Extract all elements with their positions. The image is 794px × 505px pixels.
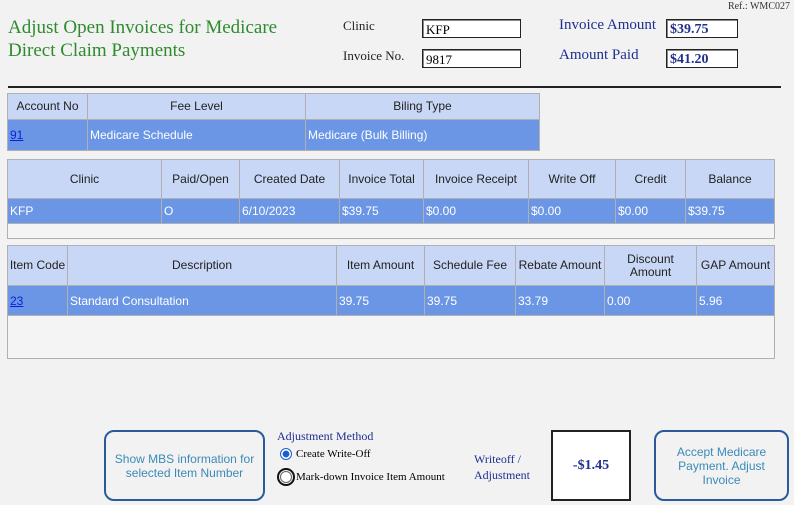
create-writeoff-label: Create Write-Off bbox=[296, 448, 371, 460]
cell-balance: $39.75 bbox=[686, 199, 774, 223]
item-table: Item Code Description Item Amount Schedu… bbox=[7, 245, 775, 316]
col-balance: Balance bbox=[686, 160, 774, 198]
markdown-label: Mark-down Invoice Item Amount bbox=[296, 471, 445, 483]
writeoff-adjustment-label: Writeoff / Adjustment bbox=[474, 452, 530, 482]
cell-rebate-amount: 33.79 bbox=[516, 286, 604, 315]
cell-clinic: KFP bbox=[8, 199, 161, 223]
col-discount-amount: Discount Amount bbox=[605, 246, 696, 285]
col-schedule-fee: Schedule Fee bbox=[425, 246, 515, 285]
invoice-table: Clinic Paid/Open Created Date Invoice To… bbox=[7, 159, 775, 224]
amount-paid-field[interactable]: $41.20 bbox=[666, 49, 738, 68]
fee-level-cell: Medicare Schedule bbox=[88, 120, 305, 150]
clinic-label: Clinic bbox=[343, 18, 375, 33]
item-code-link[interactable]: 23 bbox=[10, 293, 24, 308]
invoice-amount-field[interactable]: $39.75 bbox=[666, 19, 738, 38]
cell-item-amount: 39.75 bbox=[337, 286, 424, 315]
create-writeoff-option[interactable]: Create Write-Off bbox=[280, 448, 371, 460]
cell-write-off: $0.00 bbox=[529, 199, 615, 223]
col-account-no: Account No bbox=[8, 94, 87, 119]
col-clinic: Clinic bbox=[8, 160, 161, 198]
markdown-option[interactable]: Mark-down Invoice Item Amount bbox=[277, 468, 445, 486]
table-row[interactable]: KFP O 6/10/2023 $39.75 $0.00 $0.00 $0.00… bbox=[8, 199, 774, 223]
col-rebate-amount: Rebate Amount bbox=[516, 246, 604, 285]
amount-paid-label: Amount Paid bbox=[559, 47, 639, 63]
col-billing-type: Biling Type bbox=[306, 94, 539, 119]
account-table: Account No Fee Level Biling Type 91 Medi… bbox=[7, 93, 540, 151]
col-write-off: Write Off bbox=[529, 160, 615, 198]
cell-invoice-receipt: $0.00 bbox=[424, 199, 528, 223]
divider bbox=[8, 86, 781, 88]
col-invoice-receipt: Invoice Receipt bbox=[424, 160, 528, 198]
cell-invoice-total: $39.75 bbox=[340, 199, 423, 223]
cell-created-date: 6/10/2023 bbox=[240, 199, 339, 223]
reference-code: Ref.: WMC027 bbox=[727, 1, 790, 12]
invoice-no-field[interactable]: 9817 bbox=[422, 49, 521, 68]
col-paid-open: Paid/Open bbox=[162, 160, 239, 198]
clinic-field[interactable]: KFP bbox=[422, 19, 521, 38]
cell-gap-amount: 5.96 bbox=[697, 286, 774, 315]
cell-paid-open: O bbox=[162, 199, 239, 223]
cell-item-code: 23 bbox=[8, 286, 67, 315]
cell-schedule-fee: 39.75 bbox=[425, 286, 515, 315]
markdown-radio[interactable] bbox=[277, 468, 295, 486]
cell-discount-amount: 0.00 bbox=[605, 286, 696, 315]
create-writeoff-radio[interactable] bbox=[280, 448, 292, 460]
col-fee-level: Fee Level bbox=[88, 94, 305, 119]
invoice-no-label: Invoice No. bbox=[343, 48, 405, 63]
show-mbs-button[interactable]: Show MBS information for selected Item N… bbox=[104, 430, 265, 501]
col-created-date: Created Date bbox=[240, 160, 339, 198]
invoice-amount-label: Invoice Amount bbox=[559, 17, 657, 33]
col-item-amount: Item Amount bbox=[337, 246, 424, 285]
col-item-code: Item Code bbox=[8, 246, 67, 285]
adjustment-method-label: Adjustment Method bbox=[277, 429, 374, 443]
billing-type-cell: Medicare (Bulk Billing) bbox=[306, 120, 539, 150]
page-title: Adjust Open Invoices for Medicare Direct… bbox=[8, 17, 278, 61]
accept-medicare-payment-button[interactable]: Accept Medicare Payment. Adjust Invoice bbox=[654, 430, 789, 501]
col-gap-amount: GAP Amount bbox=[697, 246, 774, 285]
table-row[interactable]: 23 Standard Consultation 39.75 39.75 33.… bbox=[8, 286, 774, 315]
col-credit: Credit bbox=[616, 160, 685, 198]
cell-description: Standard Consultation bbox=[68, 286, 336, 315]
cell-credit: $0.00 bbox=[616, 199, 685, 223]
account-no-cell: 91 bbox=[8, 120, 87, 150]
col-invoice-total: Invoice Total bbox=[340, 160, 423, 198]
account-no-link[interactable]: 91 bbox=[10, 128, 24, 142]
table-row[interactable]: 91 Medicare Schedule Medicare (Bulk Bill… bbox=[8, 120, 539, 150]
writeoff-adjustment-value: -$1.45 bbox=[551, 430, 631, 501]
col-description: Description bbox=[68, 246, 336, 285]
